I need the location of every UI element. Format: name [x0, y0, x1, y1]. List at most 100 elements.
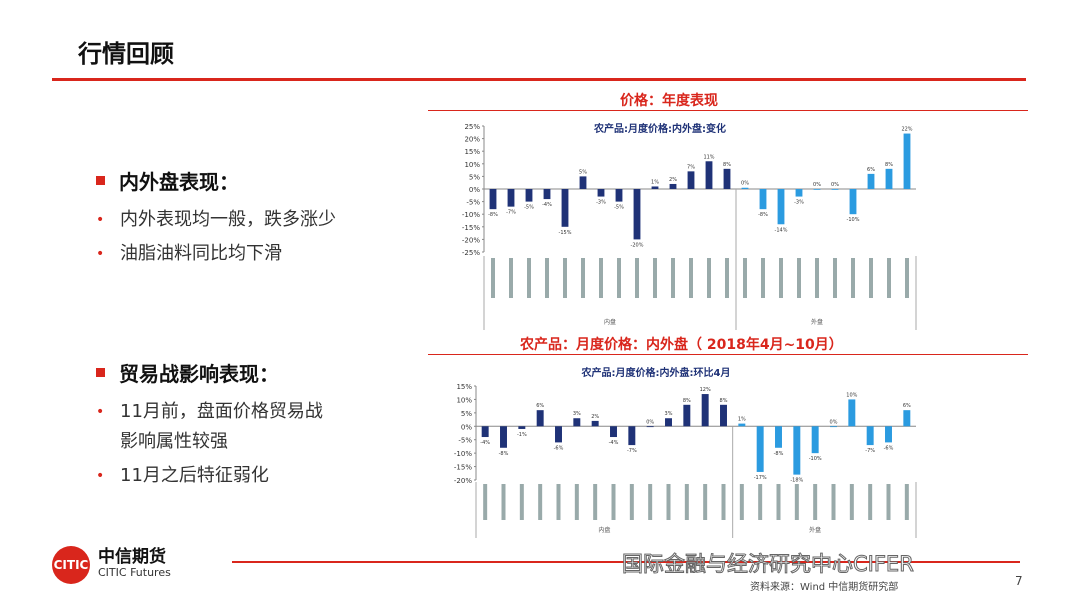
category-label [779, 258, 783, 298]
category-label [905, 258, 909, 298]
bar [867, 173, 875, 189]
dot-bullet-icon: • [96, 468, 105, 484]
category-label [725, 258, 729, 298]
data-label: 0% [646, 419, 654, 425]
bar [500, 426, 507, 448]
category-label [538, 484, 543, 520]
bar [579, 176, 587, 189]
category-label [851, 258, 855, 298]
category-label [629, 484, 634, 520]
category-label [648, 484, 653, 520]
category-label [703, 484, 708, 520]
bar [646, 426, 654, 428]
category-label [617, 258, 621, 298]
category-label [611, 484, 616, 520]
category-label [721, 484, 726, 520]
category-label [545, 258, 549, 298]
bar [518, 426, 526, 429]
bar [591, 420, 599, 427]
data-label: -10% [847, 217, 860, 223]
data-label: 1% [651, 179, 659, 185]
data-label: 7% [687, 164, 695, 170]
category-label [904, 484, 909, 520]
bar [525, 189, 533, 202]
bar [651, 186, 659, 189]
category-label [743, 258, 747, 298]
logo-name-en: CITIC Futures [98, 566, 171, 579]
bar [759, 189, 767, 210]
data-label: 22% [901, 127, 912, 133]
category-label [869, 258, 873, 298]
bar [669, 183, 677, 189]
y-tick-label: 15% [456, 383, 472, 391]
data-label: -10% [809, 456, 822, 462]
category-label [833, 258, 837, 298]
data-label: 6% [536, 403, 544, 409]
bullet-text: 11月前，盘面价格贸易战 影响属性较强 [120, 401, 323, 452]
y-tick-label: -5% [466, 199, 480, 207]
y-tick-label: 5% [469, 173, 480, 181]
data-label: -5% [614, 205, 624, 211]
bar [701, 394, 709, 427]
bar [720, 404, 727, 427]
group-label: 外盘 [811, 318, 823, 326]
data-label: 8% [885, 162, 893, 168]
y-tick-label: 0% [461, 423, 472, 431]
data-label: 3% [573, 411, 581, 417]
section-heading: 内外盘表现： [119, 170, 239, 194]
section-inner-outer: 内外盘表现： • 内外表现均一般，跌多涨少 • 油脂油料同比均下滑 [96, 166, 336, 269]
data-label: 2% [591, 414, 599, 420]
bar [481, 426, 489, 438]
data-label: -8% [488, 212, 498, 218]
category-label [581, 258, 585, 298]
bar [615, 189, 623, 202]
bar [687, 171, 695, 189]
category-label [501, 484, 506, 520]
group-label: 内盘 [598, 526, 610, 534]
y-tick-label: 10% [456, 396, 472, 404]
data-label: -4% [609, 440, 619, 446]
dot-bullet-icon: • [96, 246, 105, 262]
chart1-header: 价格：年度表现 [620, 93, 718, 109]
section-heading: 贸易战影响表现： [119, 362, 279, 386]
y-tick-label: -25% [462, 249, 480, 257]
bar [831, 189, 839, 190]
bar [633, 189, 641, 240]
bar [597, 189, 605, 197]
bar [775, 426, 782, 448]
bar [813, 189, 821, 190]
data-label: -20% [631, 242, 644, 248]
bar [683, 404, 691, 427]
data-label: -17% [754, 475, 767, 481]
category-label [509, 258, 513, 298]
category-label [593, 484, 598, 520]
bar [665, 418, 672, 427]
bar [811, 426, 819, 454]
bar [536, 410, 544, 427]
y-tick-label: -5% [458, 437, 472, 445]
data-label: 3% [665, 411, 673, 417]
category-label [556, 484, 561, 520]
data-label: 10% [846, 392, 857, 398]
category-label [491, 258, 495, 298]
bar [507, 189, 515, 207]
data-label: -8% [774, 451, 784, 457]
category-label [813, 484, 818, 520]
bullet-text: 11月之后特征弱化 [120, 465, 269, 486]
chart2-header: 农产品：月度价格：内外盘（ 2018年4月~10月） [520, 337, 843, 353]
bar [561, 189, 569, 227]
data-label: -8% [758, 212, 768, 218]
category-label [574, 484, 579, 520]
category-label [527, 258, 531, 298]
chart2: 农产品:月度价格:内外盘:环比4月 15% 10% 5% 0% -5% -10% -15% -2… [454, 366, 917, 538]
category-label [758, 484, 763, 520]
citic-logo: CITIC 中信期货 CITIC Futures [52, 546, 171, 584]
category-label [776, 484, 781, 520]
y-tick-label: -10% [462, 211, 480, 219]
data-label: -5% [524, 205, 534, 211]
data-label: -8% [499, 451, 509, 457]
category-label [635, 258, 639, 298]
data-label: 11% [703, 154, 714, 160]
y-tick-label: 5% [461, 410, 472, 418]
category-label [684, 484, 689, 520]
